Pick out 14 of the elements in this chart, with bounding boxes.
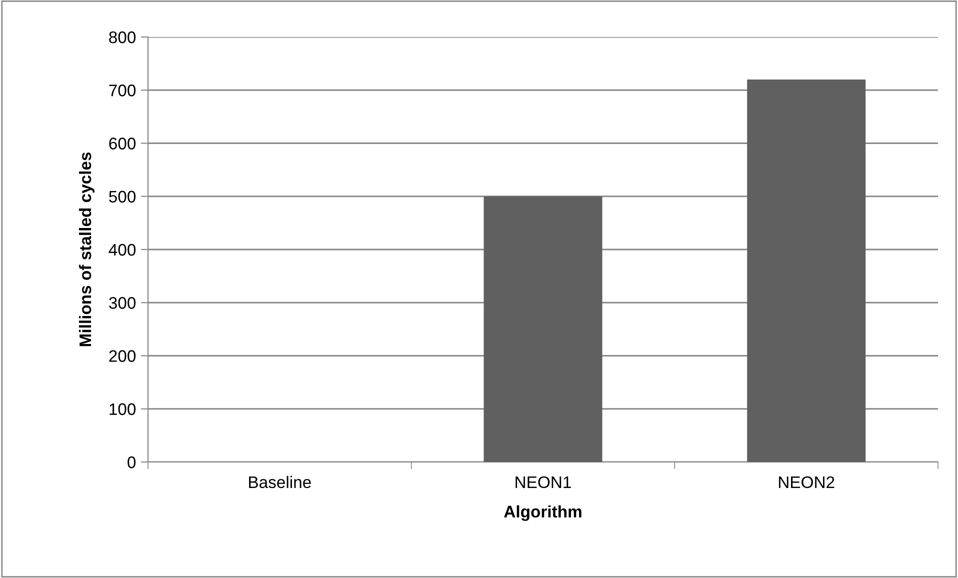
x-tick-label: Baseline [249,476,311,488]
y-tick-label: 400 [108,244,136,256]
y-tick-label: 700 [109,84,136,96]
x-tick-label: NEON2 [778,476,834,488]
x-tick-label: NEON1 [516,476,571,488]
y-tick-label: 600 [109,138,136,150]
x-axis-title: Algorithm [504,505,582,521]
y-axis-title: Millions of stalled cycles [78,152,94,346]
y-tick-label: 0 [128,456,136,468]
y-tick-label: 300 [109,297,136,309]
y-tick-label: 100 [110,403,136,416]
y-tick-label: 800 [109,31,136,44]
y-tick-label: 500 [109,190,136,203]
y-tick-label: 200 [109,350,136,362]
